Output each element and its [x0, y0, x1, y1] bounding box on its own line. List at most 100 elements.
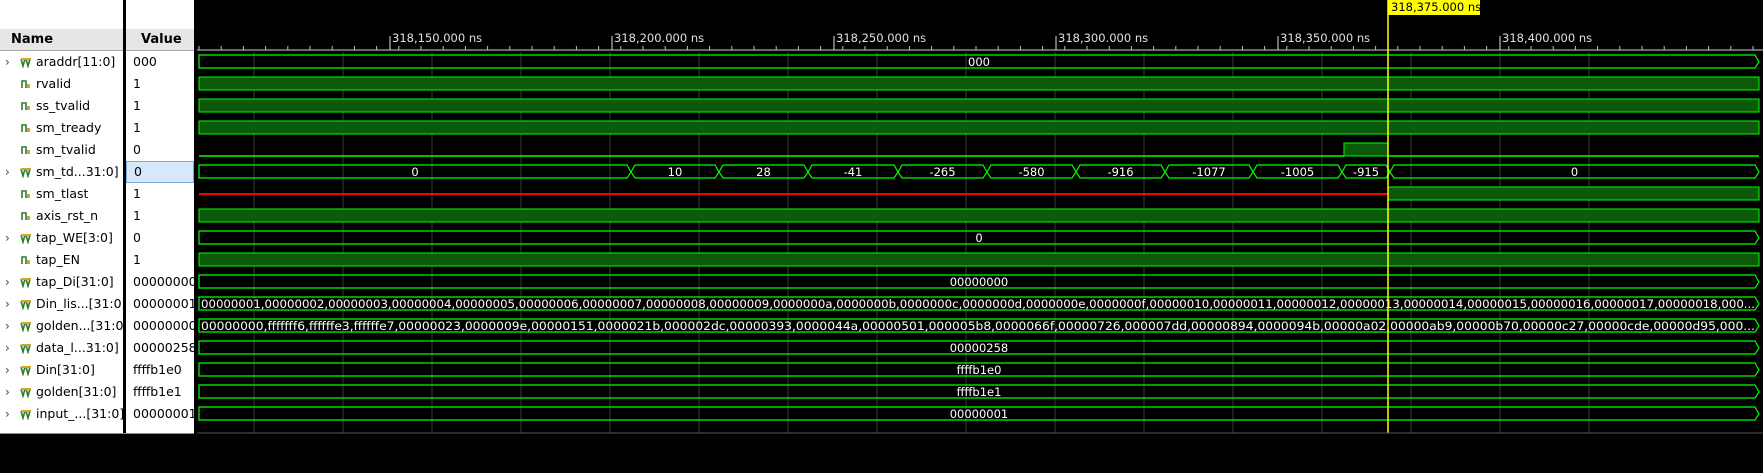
expand-chevron-icon[interactable]: ›	[5, 385, 10, 399]
signal-name-cell[interactable]: ss_tvalid	[0, 95, 123, 117]
signal-name-cell[interactable]: › Din_lis...[31:0]	[0, 293, 123, 315]
bit-signal-icon	[21, 256, 30, 264]
value-column-header[interactable]: Value	[126, 29, 194, 51]
signal-name-cell[interactable]: sm_tlast	[0, 183, 123, 205]
signal-value[interactable]: 0	[126, 161, 194, 183]
signal-row[interactable]: › tap_Di[31:0] 00000000	[0, 271, 194, 293]
signal-value[interactable]: 00000258	[133, 340, 194, 355]
signal-name: sm_tvalid	[36, 142, 96, 157]
signal-name-cell[interactable]: rvalid	[0, 73, 123, 95]
signal-value[interactable]: 1	[133, 76, 141, 91]
signal-name: tap_EN	[36, 252, 80, 267]
signal-name-cell[interactable]: › data_l...31:0]	[0, 337, 123, 359]
signal-row[interactable]: › golden...[31:0] 00000000	[0, 315, 194, 337]
signal-name-cell[interactable]: › tap_WE[3:0]	[0, 227, 123, 249]
signal-name: Din_lis...[31:0]	[36, 296, 123, 311]
signal-name: rvalid	[36, 76, 72, 91]
name-column-header[interactable]: Name	[0, 29, 123, 51]
signal-name-cell[interactable]: › golden...[31:0]	[0, 315, 123, 337]
signal-name: Din[31:0]	[36, 362, 95, 377]
bit-high-trace	[198, 120, 1760, 135]
signal-name: ss_tvalid	[36, 98, 91, 113]
bus-signal-icon	[20, 410, 31, 420]
signal-value[interactable]: 000	[133, 54, 157, 69]
signal-value[interactable]: 00000000	[133, 274, 194, 289]
signal-name-cell[interactable]: › sm_td...31:0]	[0, 161, 123, 183]
bus-segment	[1389, 164, 1760, 179]
signal-row[interactable]: › input_...[31:0] 00000001	[0, 403, 194, 425]
signal-name: sm_td...31:0]	[36, 164, 119, 179]
signal-name-cell[interactable]: tap_EN	[0, 249, 123, 271]
bit-high-trace	[198, 76, 1760, 91]
bus-signal-icon	[20, 278, 31, 288]
signal-row[interactable]: › data_l...31:0] 00000258	[0, 337, 194, 359]
signal-name: araddr[11:0]	[36, 54, 116, 69]
bus-value-label: -265	[929, 165, 955, 179]
signal-name-cell[interactable]: sm_tvalid	[0, 139, 123, 161]
signal-value[interactable]: 1	[133, 120, 141, 135]
bus-value-label: 0	[411, 165, 418, 179]
expand-chevron-icon[interactable]: ›	[5, 363, 10, 377]
signal-name: golden...[31:0]	[36, 318, 123, 333]
signal-name-cell[interactable]: › Din[31:0]	[0, 359, 123, 381]
name-column	[0, 0, 123, 473]
bit-high-trace	[198, 208, 1760, 223]
bus-value-label: 10	[668, 165, 683, 179]
signal-value[interactable]: 00000001	[133, 406, 194, 421]
bus-signal-icon	[20, 234, 31, 244]
bus-value-label: 000	[968, 55, 990, 69]
signal-row[interactable]: › araddr[11:0] 000	[0, 51, 194, 73]
signal-row[interactable]: › golden[31:0] ffffb1e1	[0, 381, 194, 403]
signal-row[interactable]: › sm_td...31:0] 0	[0, 161, 194, 183]
expand-chevron-icon[interactable]: ›	[5, 407, 10, 421]
signal-row[interactable]: sm_tlast 1	[0, 183, 194, 205]
bus-value-label: -580	[1018, 165, 1044, 179]
signal-value[interactable]: 00000001	[133, 296, 194, 311]
bit-signal-icon	[21, 212, 30, 220]
expand-chevron-icon[interactable]: ›	[5, 275, 10, 289]
signal-name-cell[interactable]: › input_...[31:0]	[0, 403, 123, 425]
signal-value[interactable]: 0	[133, 142, 141, 157]
signal-value[interactable]: 1	[133, 98, 141, 113]
expand-chevron-icon[interactable]: ›	[5, 319, 10, 333]
bus-value-label: 00000000,fffffff6,ffffffe3,ffffffe7,0000…	[201, 319, 1755, 333]
expand-chevron-icon[interactable]: ›	[5, 297, 10, 311]
expand-chevron-icon[interactable]: ›	[5, 231, 10, 245]
expand-chevron-icon[interactable]: ›	[5, 55, 10, 69]
signal-row[interactable]: rvalid 1	[0, 73, 194, 95]
signal-value[interactable]: 0	[133, 230, 141, 245]
signal-value[interactable]: 1	[133, 252, 141, 267]
signal-row[interactable]: › Din_lis...[31:0] 00000001	[0, 293, 194, 315]
bus-segment	[198, 164, 632, 179]
waveform-view[interactable]: 318,150.000 ns 318,200.000 ns 318,250.000 …	[197, 0, 1763, 473]
bus-value-label: -915	[1353, 165, 1379, 179]
bus-signal-icon	[20, 388, 31, 398]
signal-row[interactable]: tap_EN 1	[0, 249, 194, 271]
signal-value[interactable]: ffffb1e1	[133, 384, 182, 399]
column-divider[interactable]	[123, 0, 126, 473]
signal-value[interactable]: ffffb1e0	[133, 362, 182, 377]
expand-chevron-icon[interactable]: ›	[5, 165, 10, 179]
bus-segment	[198, 54, 1760, 69]
bus-signal-icon	[20, 322, 31, 332]
expand-chevron-icon[interactable]: ›	[5, 341, 10, 355]
signal-value[interactable]: 00000000	[133, 318, 194, 333]
signal-row[interactable]: sm_tready 1	[0, 117, 194, 139]
signal-row[interactable]: ss_tvalid 1	[0, 95, 194, 117]
signal-row[interactable]: axis_rst_n 1	[0, 205, 194, 227]
signal-value[interactable]: 1	[133, 186, 141, 201]
scroll-area	[0, 433, 200, 473]
signal-row[interactable]: sm_tvalid 0	[0, 139, 194, 161]
pane-divider[interactable]	[194, 0, 197, 473]
signal-name-cell[interactable]: axis_rst_n	[0, 205, 123, 227]
signal-row[interactable]: › Din[31:0] ffffb1e0	[0, 359, 194, 381]
signal-name-cell[interactable]: › tap_Di[31:0]	[0, 271, 123, 293]
bit-high-trace	[198, 252, 1760, 267]
signal-value[interactable]: 1	[133, 208, 141, 223]
signal-row[interactable]: › tap_WE[3:0] 0	[0, 227, 194, 249]
bit-high-trace	[198, 98, 1760, 113]
bit-high-trace	[1387, 186, 1760, 201]
signal-name-cell[interactable]: › araddr[11:0]	[0, 51, 123, 73]
signal-name-cell[interactable]: sm_tready	[0, 117, 123, 139]
signal-name-cell[interactable]: › golden[31:0]	[0, 381, 123, 403]
